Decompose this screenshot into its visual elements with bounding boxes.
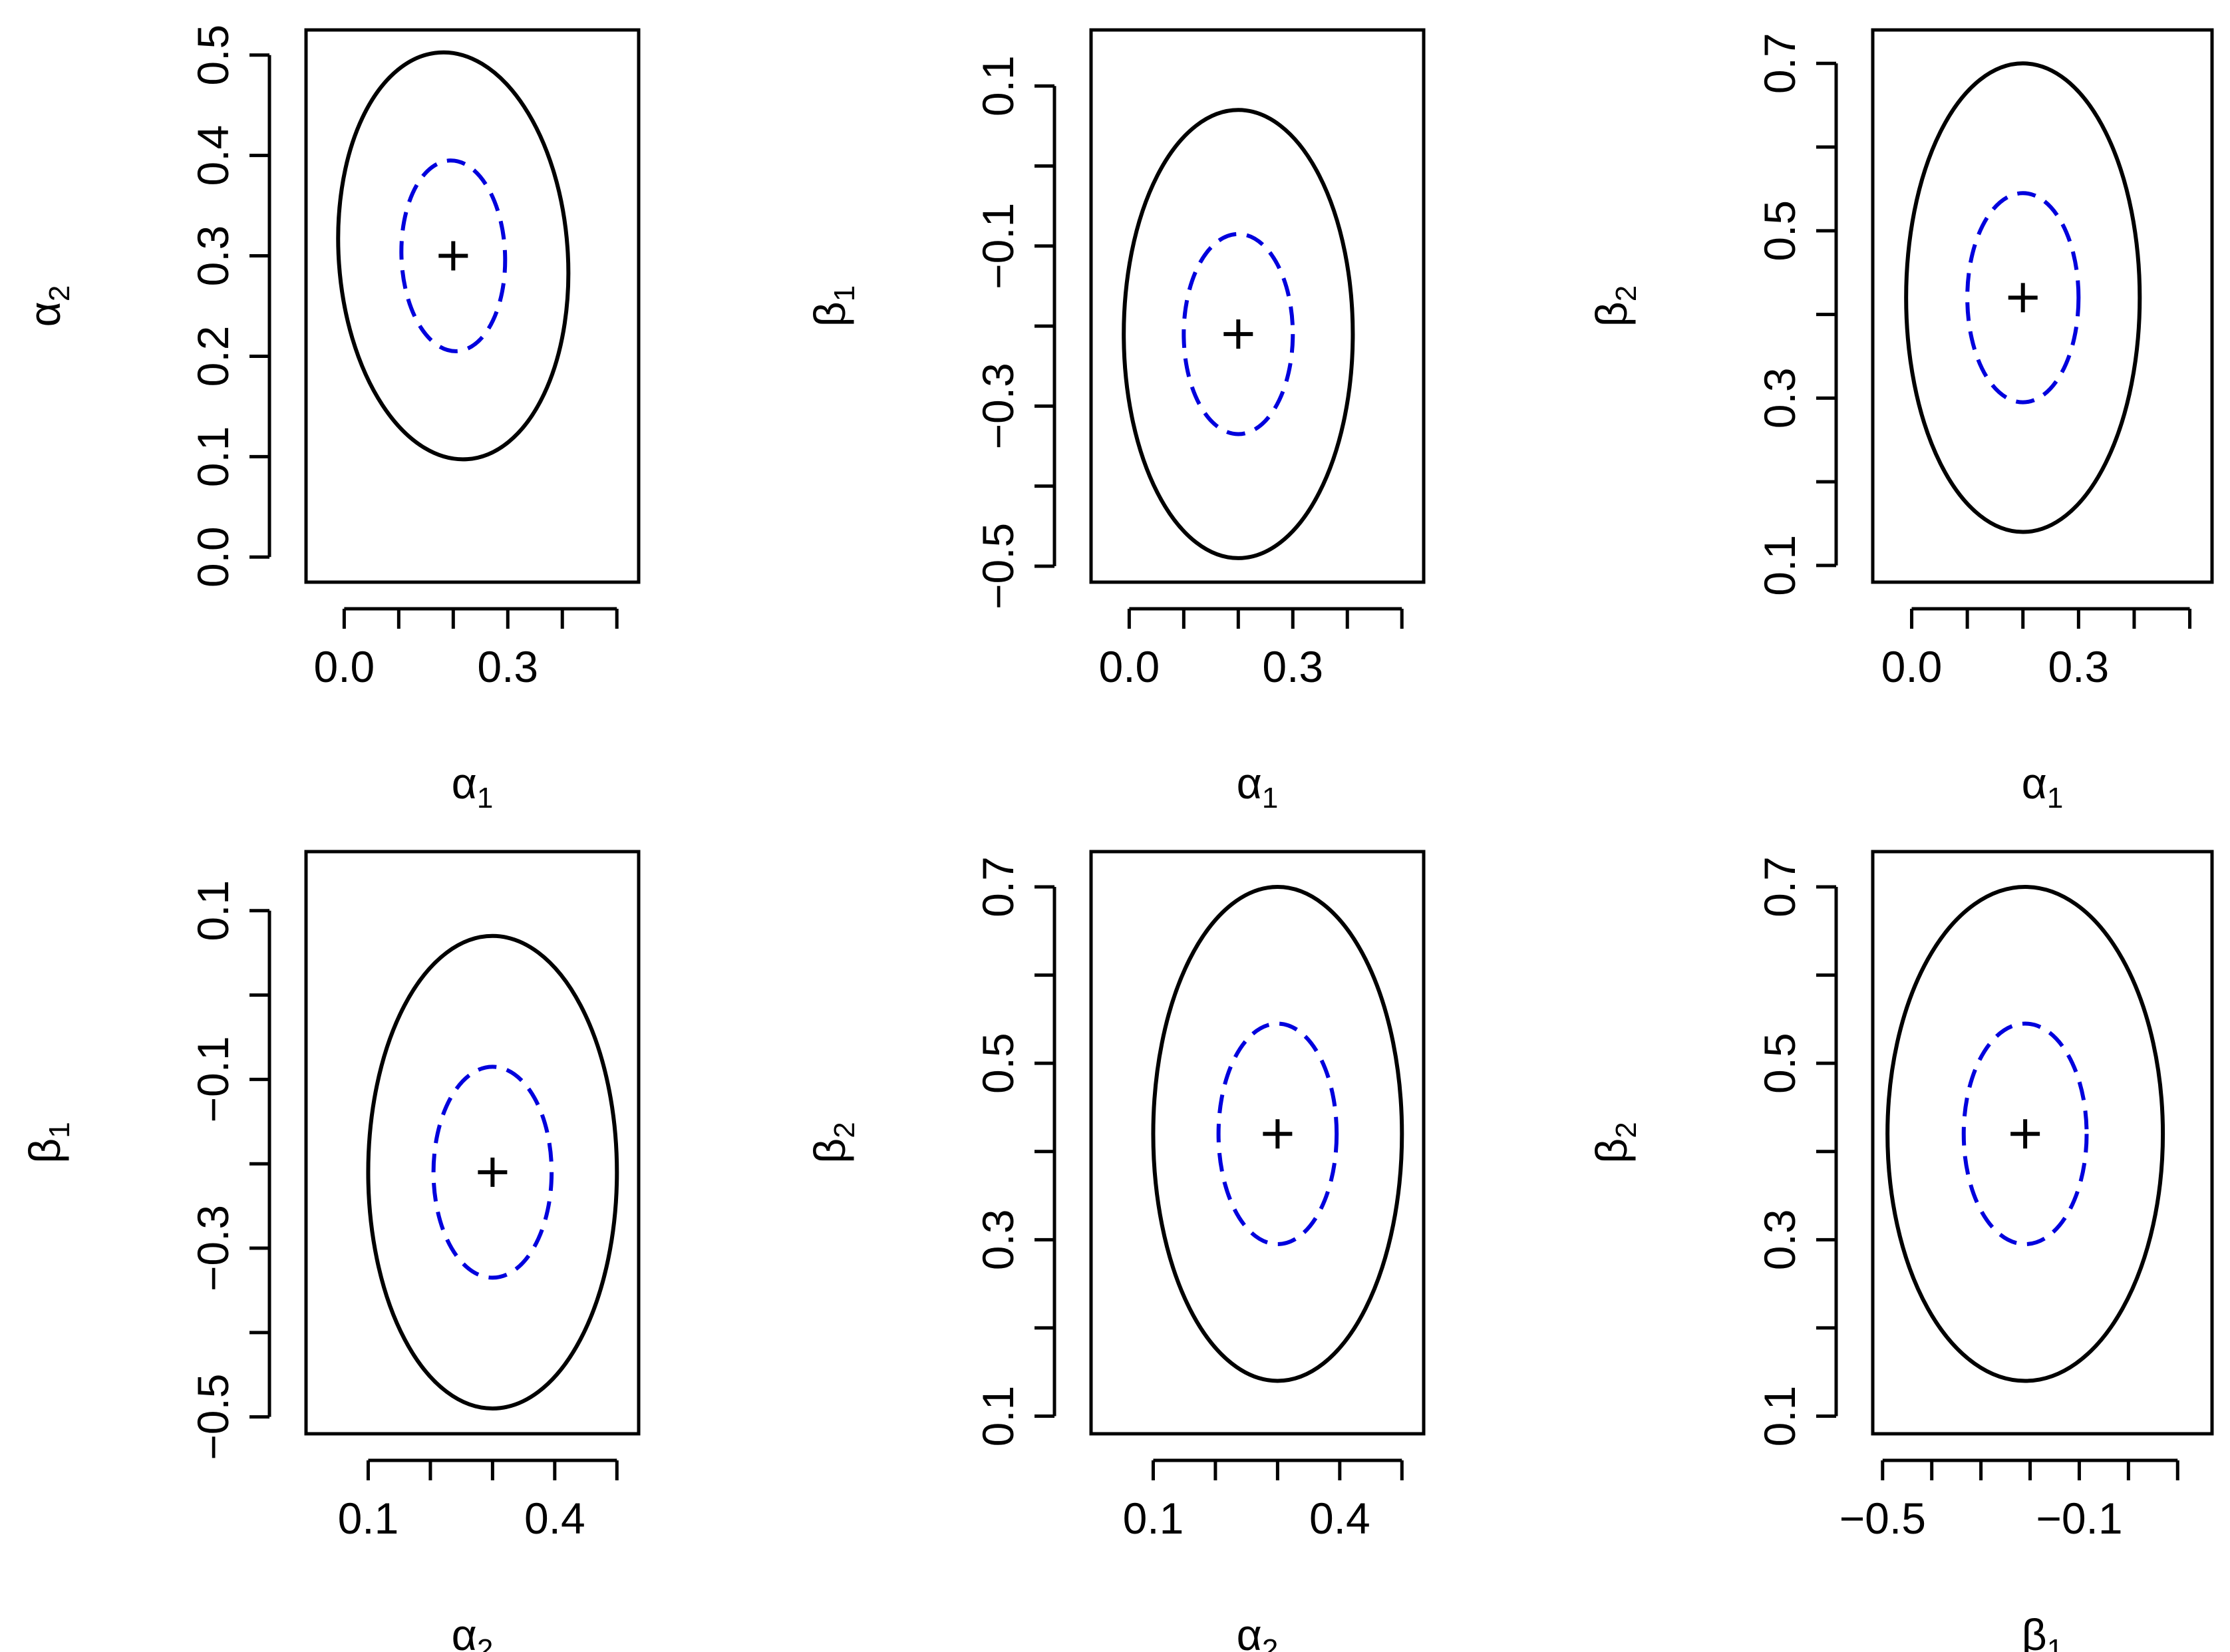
plot-frame xyxy=(1871,850,2214,1436)
y-tick-label: 0.7 xyxy=(1755,856,1804,917)
y-axis-label: α2 xyxy=(20,285,76,327)
plot-frame xyxy=(1089,28,1426,584)
center-point-marker xyxy=(1263,1119,1293,1149)
inner-dashed-ellipse xyxy=(1216,1021,1339,1246)
y-tick-label: −0.5 xyxy=(188,1373,238,1460)
y-tick-label: 0.1 xyxy=(188,880,238,941)
y-axis-label: β2 xyxy=(1587,285,1643,327)
panel-3: 0.0 0.3 0.1 0.3 0.5 0.7 α1 β2 xyxy=(1587,28,2214,814)
y-axis-label: β2 xyxy=(1587,1122,1643,1163)
inner-dashed-ellipse xyxy=(1961,1021,2089,1246)
y-tick-label: −0.1 xyxy=(973,203,1023,289)
x-tick-label: 0.0 xyxy=(1099,642,1160,691)
y-tick-label: −0.3 xyxy=(973,363,1023,449)
inner-dashed-ellipse xyxy=(431,1065,554,1280)
x-tick-label: 0.0 xyxy=(1881,642,1943,691)
panel-5: 0.1 0.4 0.1 0.3 0.5 0.7 α2 β2 xyxy=(805,850,1426,1652)
inner-dashed-ellipse xyxy=(1965,191,2081,405)
x-axis-label: β1 xyxy=(2022,1610,2063,1652)
y-tick-label: 0.1 xyxy=(973,1386,1023,1447)
y-tick-label: 0.0 xyxy=(188,526,238,587)
x-tick-label: 0.1 xyxy=(1123,1494,1184,1543)
x-tick-label: 0.0 xyxy=(314,642,375,691)
y-tick-label: 0.1 xyxy=(1755,1386,1804,1447)
x-tick-label: 0.1 xyxy=(338,1494,399,1543)
y-tick-label: 0.5 xyxy=(188,25,238,86)
y-tick-label: 0.3 xyxy=(188,226,238,287)
outer-solid-ellipse xyxy=(366,933,619,1410)
x-axis-label: α1 xyxy=(452,758,494,814)
center-point-marker xyxy=(438,241,468,271)
x-tick-label: −0.5 xyxy=(1839,1494,1926,1543)
outer-solid-ellipse xyxy=(336,50,571,462)
x-tick-label: 0.3 xyxy=(1262,642,1323,691)
y-tick-label: 0.5 xyxy=(1755,1033,1804,1094)
y-tick-label: 0.2 xyxy=(188,326,238,387)
y-tick-label: 0.3 xyxy=(1755,1209,1804,1270)
outer-solid-ellipse xyxy=(1904,61,2142,534)
y-tick-label: 0.7 xyxy=(973,856,1023,917)
outer-solid-ellipse xyxy=(1885,885,2165,1383)
inner-dashed-ellipse xyxy=(399,158,508,353)
y-tick-label: 0.5 xyxy=(1755,200,1804,261)
center-point-marker xyxy=(1223,319,1253,349)
y-tick-label: 0.3 xyxy=(1755,367,1804,428)
plot-frame xyxy=(1089,850,1426,1436)
center-point-marker xyxy=(478,1157,508,1187)
plot-frame xyxy=(304,28,641,584)
x-tick-label: 0.3 xyxy=(2048,642,2109,691)
y-axis-label: β1 xyxy=(20,1122,76,1163)
x-tick-label: 0.4 xyxy=(1309,1494,1370,1543)
y-tick-label: 0.4 xyxy=(188,125,238,186)
outer-solid-ellipse xyxy=(1122,108,1355,560)
y-tick-label: 0.1 xyxy=(973,55,1023,116)
x-axis-label: α1 xyxy=(2022,758,2064,814)
y-axis-label: β1 xyxy=(805,285,861,327)
center-point-marker xyxy=(2010,1119,2040,1149)
y-tick-label: 0.1 xyxy=(1755,535,1804,596)
y-axis-label: β2 xyxy=(805,1122,861,1163)
x-axis-label: α1 xyxy=(1237,758,1279,814)
inner-dashed-ellipse xyxy=(1182,232,1295,436)
y-tick-label: −0.3 xyxy=(188,1205,238,1291)
center-point-marker xyxy=(2008,283,2038,313)
plot-frame xyxy=(1871,28,2214,584)
outer-solid-ellipse xyxy=(1151,885,1404,1383)
y-tick-label: 0.7 xyxy=(1755,33,1804,94)
x-axis-label: α2 xyxy=(452,1610,494,1652)
panel-1: 0.0 0.3 0.0 0.1 0.2 0.3 0.4 0.5 α1 α2 xyxy=(20,25,641,814)
y-tick-label: 0.1 xyxy=(188,426,238,487)
x-tick-label: 0.3 xyxy=(477,642,538,691)
y-tick-label: −0.5 xyxy=(973,523,1023,609)
y-tick-label: −0.1 xyxy=(188,1036,238,1122)
x-tick-label: −0.1 xyxy=(2036,1494,2122,1543)
panel-6: −0.5 −0.1 0.1 0.3 0.5 0.7 β1 β2 xyxy=(1587,850,2214,1652)
y-tick-label: 0.5 xyxy=(973,1033,1023,1094)
panel-4: 0.1 0.4 −0.5 −0.3 −0.1 0.1 α2 β1 xyxy=(20,850,641,1652)
panel-2: 0.0 0.3 −0.5 −0.3 −0.1 0.1 α1 β1 xyxy=(805,28,1426,814)
x-tick-label: 0.4 xyxy=(524,1494,585,1543)
x-axis-label: α2 xyxy=(1237,1610,1279,1652)
plot-frame xyxy=(304,850,641,1436)
y-tick-label: 0.3 xyxy=(973,1209,1023,1270)
